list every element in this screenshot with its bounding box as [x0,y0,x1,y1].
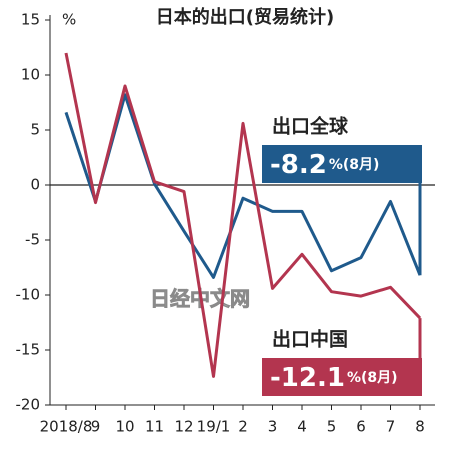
line-series [64,93,422,279]
annotation-value: -8.2 %(8月) [270,150,379,180]
annotation-value: -12.1 %(8月) [270,363,398,393]
annotation-number: -8.2 [270,150,327,180]
x-tick-label: 11 [145,418,164,436]
annotation-number: -12.1 [270,363,345,393]
x-tick-label: 7 [386,418,396,436]
annotation-box [262,358,422,396]
x-tick-label: 5 [327,418,337,436]
y-tick-label: -5 [25,231,40,249]
x-tick-label: 9 [91,418,101,436]
x-tick-label: 4 [297,418,307,436]
x-tick-label: 2018/8 [40,418,93,436]
y-unit: % [62,11,76,29]
x-tick-label: 6 [356,418,366,436]
line-series [64,52,422,378]
legend-label: 出口全球 [272,115,349,138]
y-tick-label: 15 [21,11,40,29]
annotation-box [262,145,422,183]
x-tick-label: 10 [115,418,134,436]
x-tick-label: 2 [238,418,248,436]
y-tick-label: 5 [30,121,40,139]
y-tick-label: 10 [21,66,40,84]
y-tick-label: 0 [30,176,40,194]
x-tick-label: 12 [174,418,193,436]
x-tick-label: 19/1 [197,418,231,436]
y-tick-label: -10 [16,286,41,304]
y-tick-label: -20 [16,396,41,414]
legend-label: 出口中国 [272,328,348,351]
chart-title: 日本的出口(贸易统计) [156,6,334,28]
annotation-suffix: %(8月) [347,370,398,386]
y-tick-label: -15 [16,341,41,359]
x-tick-label: 3 [268,418,278,436]
annotation-suffix: %(8月) [329,157,380,173]
x-tick-label: 8 [415,418,425,436]
